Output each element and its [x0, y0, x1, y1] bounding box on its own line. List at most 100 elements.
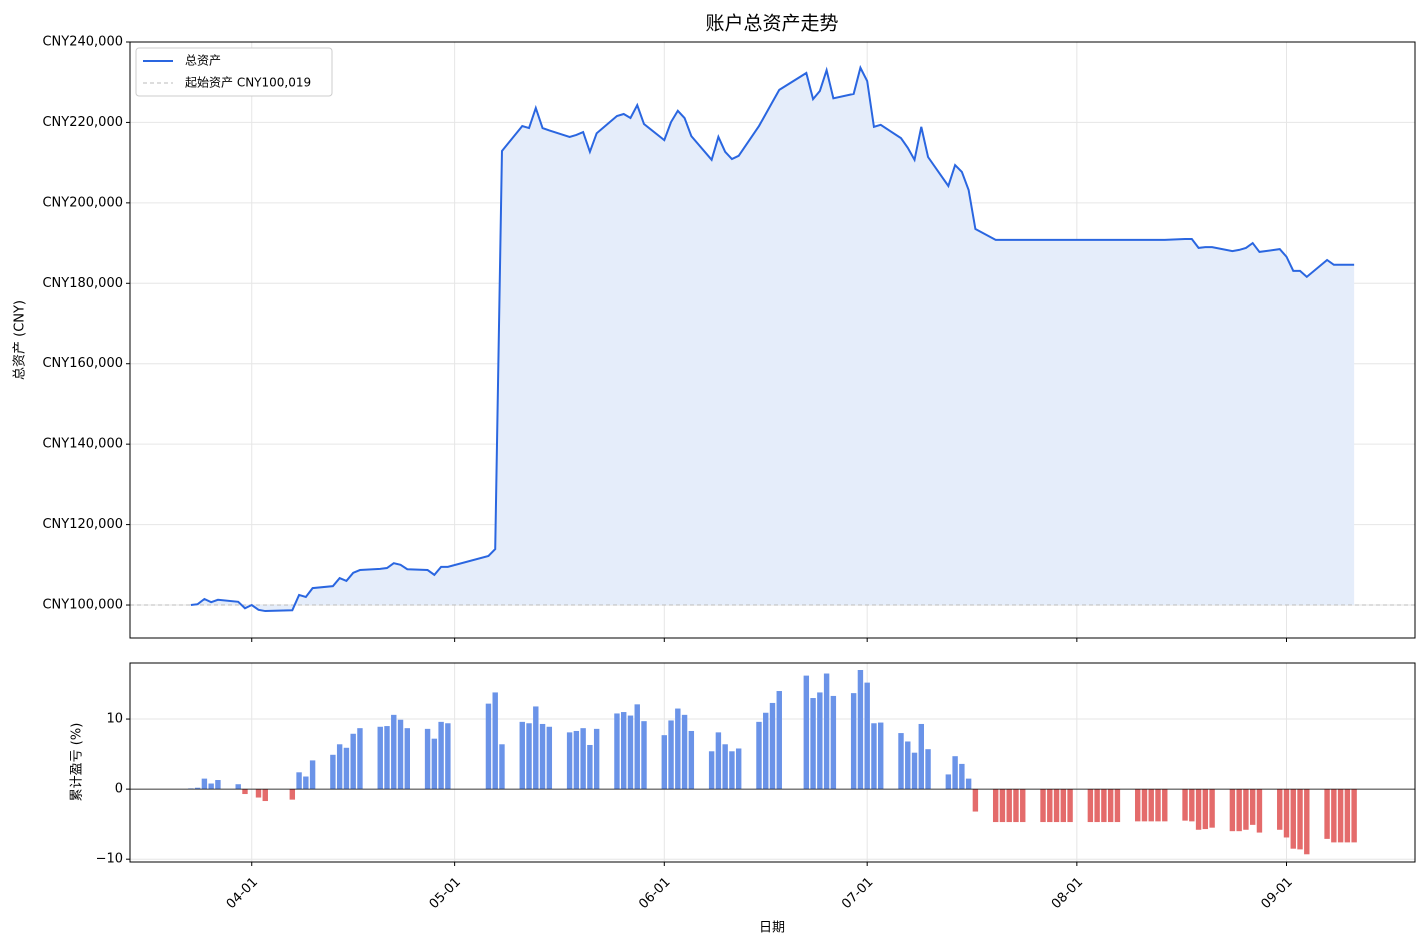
bar	[871, 723, 877, 790]
bar	[194, 787, 201, 790]
bar	[566, 732, 573, 790]
bar	[1053, 789, 1060, 823]
bar	[384, 726, 390, 790]
y-tick-label: CNY160,000	[42, 356, 123, 371]
bar	[803, 675, 810, 790]
bar	[756, 721, 762, 790]
bar	[519, 721, 525, 790]
bar	[952, 756, 958, 790]
y-tick-label: CNY240,000	[42, 35, 123, 50]
bar	[1209, 789, 1215, 828]
bar	[1324, 789, 1330, 839]
bar	[1202, 789, 1209, 830]
bar	[391, 714, 397, 790]
bar	[817, 692, 823, 790]
bar	[1297, 789, 1303, 850]
bar	[1256, 789, 1263, 833]
bar	[925, 749, 931, 790]
bar	[641, 721, 647, 790]
bar	[343, 747, 350, 790]
bar	[1162, 789, 1168, 822]
line	[190, 64, 1355, 613]
bar	[905, 741, 911, 790]
bar	[959, 763, 965, 790]
y-tick-label: CNY100,000	[42, 598, 123, 613]
x-tick-label: 09-01	[1258, 875, 1295, 912]
bar	[309, 760, 316, 790]
bar	[397, 719, 404, 790]
bar	[1331, 789, 1337, 843]
legend-label: 起始资产 CNY100,019	[185, 76, 311, 90]
area	[190, 67, 1355, 612]
bar	[215, 780, 221, 790]
x-tick-label: 05-01	[427, 875, 464, 912]
bar	[336, 744, 343, 790]
bar	[675, 708, 681, 790]
bar	[857, 670, 864, 790]
bar	[208, 783, 214, 790]
bar	[296, 772, 302, 790]
bar	[1351, 789, 1357, 843]
y-tick-label: CNY180,000	[42, 276, 123, 291]
chart-title: 账户总资产走势	[705, 13, 838, 35]
bar	[945, 774, 952, 790]
bar	[533, 706, 539, 790]
x-tick-label: 08-01	[1049, 875, 1086, 912]
bar	[627, 715, 634, 790]
bar	[242, 789, 248, 795]
legend-label: 总资产	[185, 54, 221, 68]
bar	[445, 723, 451, 790]
bar	[1020, 789, 1026, 823]
y-tick-label: CNY220,000	[42, 115, 123, 130]
bar	[431, 738, 438, 790]
bar	[722, 744, 728, 790]
y-axis-label: 累计盈亏 (%)	[70, 723, 85, 802]
bar	[1067, 789, 1073, 823]
bar	[1047, 789, 1053, 823]
bar	[668, 720, 674, 790]
bar	[526, 723, 532, 790]
bar	[1148, 789, 1154, 822]
x-tick-label: 04-01	[224, 875, 261, 912]
bar	[438, 721, 444, 790]
bar	[255, 789, 262, 798]
bar	[573, 730, 580, 790]
bar	[1243, 789, 1249, 830]
bar	[830, 695, 837, 790]
bar	[492, 692, 498, 790]
bar	[1155, 789, 1161, 822]
bar	[715, 732, 722, 790]
y-tick-label: CNY200,000	[42, 195, 123, 210]
bar	[688, 730, 695, 790]
bar	[580, 728, 586, 790]
bar	[546, 726, 553, 790]
bar	[1060, 789, 1067, 823]
bar	[918, 723, 924, 790]
x-axis-label: 日期	[759, 921, 785, 936]
x-tick-label: 07-01	[839, 875, 876, 912]
bar	[735, 748, 742, 790]
bar	[1290, 789, 1296, 849]
bar	[769, 702, 776, 790]
bar	[911, 752, 918, 790]
bar	[776, 691, 782, 790]
y-tick-label: 10	[106, 712, 123, 727]
bar	[1101, 789, 1107, 823]
bar	[864, 682, 870, 790]
bar	[262, 789, 268, 802]
bar	[424, 728, 431, 790]
bar	[1040, 789, 1046, 823]
bar	[763, 712, 769, 790]
bar	[850, 693, 857, 790]
y-tick-label: 0	[115, 782, 123, 797]
bar	[681, 714, 688, 790]
bar	[898, 733, 904, 790]
plot-frame	[129, 41, 1416, 639]
bar	[593, 728, 600, 790]
bar	[587, 744, 593, 790]
bar	[634, 704, 640, 790]
bar	[1277, 789, 1283, 830]
bar	[350, 733, 356, 790]
